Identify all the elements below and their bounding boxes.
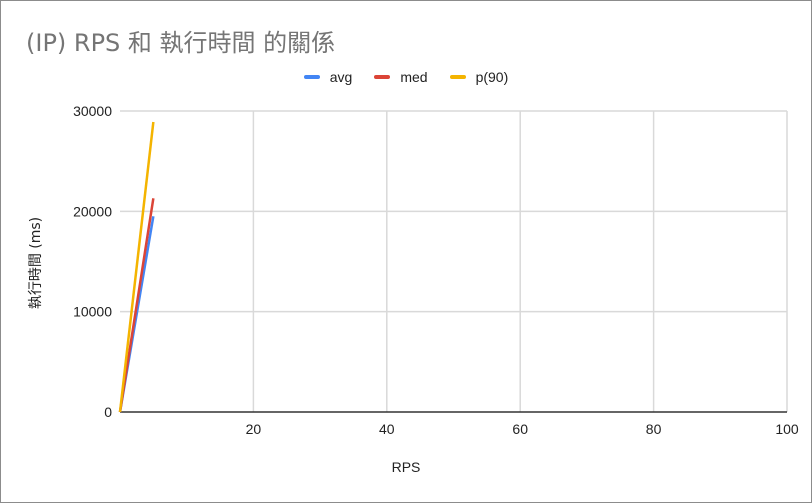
series-line-p90: [118, 121, 155, 413]
x-tick-label-0: 20: [246, 421, 262, 437]
legend-swatch-avg: [303, 75, 320, 79]
x-tick-label-2: 60: [512, 421, 528, 437]
x-axis-label: RPS: [391, 459, 421, 475]
chart-legend: avg med p(90): [1, 69, 811, 85]
legend-label-p90: p(90): [475, 69, 509, 85]
legend-item-avg[interactable]: avg: [303, 69, 353, 85]
x-tick-label-4: 100: [775, 421, 799, 437]
legend-label-med: med: [400, 69, 428, 85]
x-tick-label-1: 40: [379, 421, 395, 437]
legend-swatch-med: [374, 75, 391, 79]
legend-swatch-p90: [449, 75, 466, 79]
y-tick-label-2: 20000: [73, 203, 112, 219]
y-tick-label-3: 30000: [73, 103, 112, 119]
legend-item-med[interactable]: med: [374, 69, 428, 85]
series-line-med: [118, 198, 155, 413]
y-tick-label-1: 10000: [73, 304, 112, 320]
legend-item-p90[interactable]: p(90): [449, 69, 509, 85]
legend-label-avg: avg: [329, 69, 353, 85]
y-tick-label-0: 0: [104, 404, 112, 420]
x-tick-label-3: 80: [646, 421, 662, 437]
chart-title: (IP) RPS 和 執行時間 的關係: [26, 29, 336, 57]
